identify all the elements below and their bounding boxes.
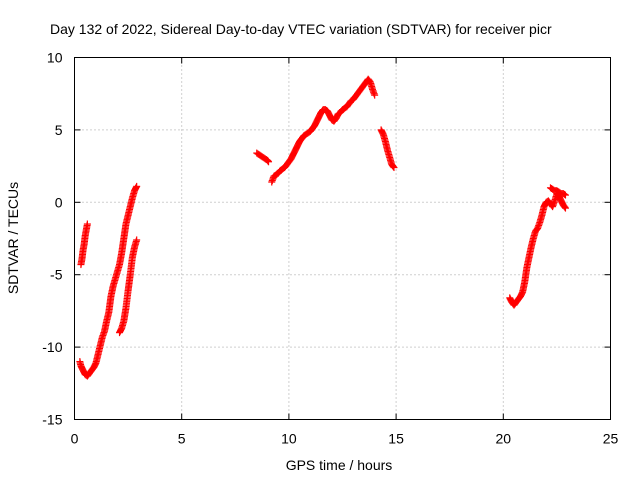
x-tick-label: 10 xyxy=(281,431,297,447)
chart-title: Day 132 of 2022, Sidereal Day-to-day VTE… xyxy=(50,21,552,37)
data-point xyxy=(389,163,397,171)
x-tick-label: 20 xyxy=(496,431,512,447)
data-point xyxy=(390,164,398,172)
data-point xyxy=(561,191,569,199)
data-point xyxy=(265,158,273,166)
data-point xyxy=(83,220,91,228)
grid xyxy=(74,57,611,420)
x-axis-label: GPS time / hours xyxy=(286,457,393,473)
data-point xyxy=(561,203,569,211)
y-tick-label: -15 xyxy=(42,412,62,428)
x-tick-labels: 0 5 10 15 20 25 xyxy=(71,431,619,447)
data-point xyxy=(371,91,379,99)
y-tick-label: -5 xyxy=(50,267,63,283)
y-tick-labels: -15 -10 -5 0 5 10 xyxy=(42,50,62,428)
y-tick-label: 10 xyxy=(47,50,63,66)
x-tick-label: 15 xyxy=(388,431,404,447)
data-points xyxy=(76,75,569,380)
data-point xyxy=(133,182,141,190)
data-point xyxy=(561,204,569,212)
y-tick-label: 5 xyxy=(55,122,63,138)
x-tick-label: 25 xyxy=(603,431,619,447)
data-point xyxy=(560,190,568,198)
y-tick-label: 0 xyxy=(55,194,63,210)
plot-frame xyxy=(74,57,611,420)
y-axis-label: SDTVAR / TECUs xyxy=(5,182,21,294)
data-point xyxy=(133,236,141,244)
x-tick-label: 0 xyxy=(71,431,79,447)
x-tick-label: 5 xyxy=(178,431,186,447)
y-tick-label: -10 xyxy=(42,339,62,355)
axis-ticks xyxy=(74,57,611,420)
